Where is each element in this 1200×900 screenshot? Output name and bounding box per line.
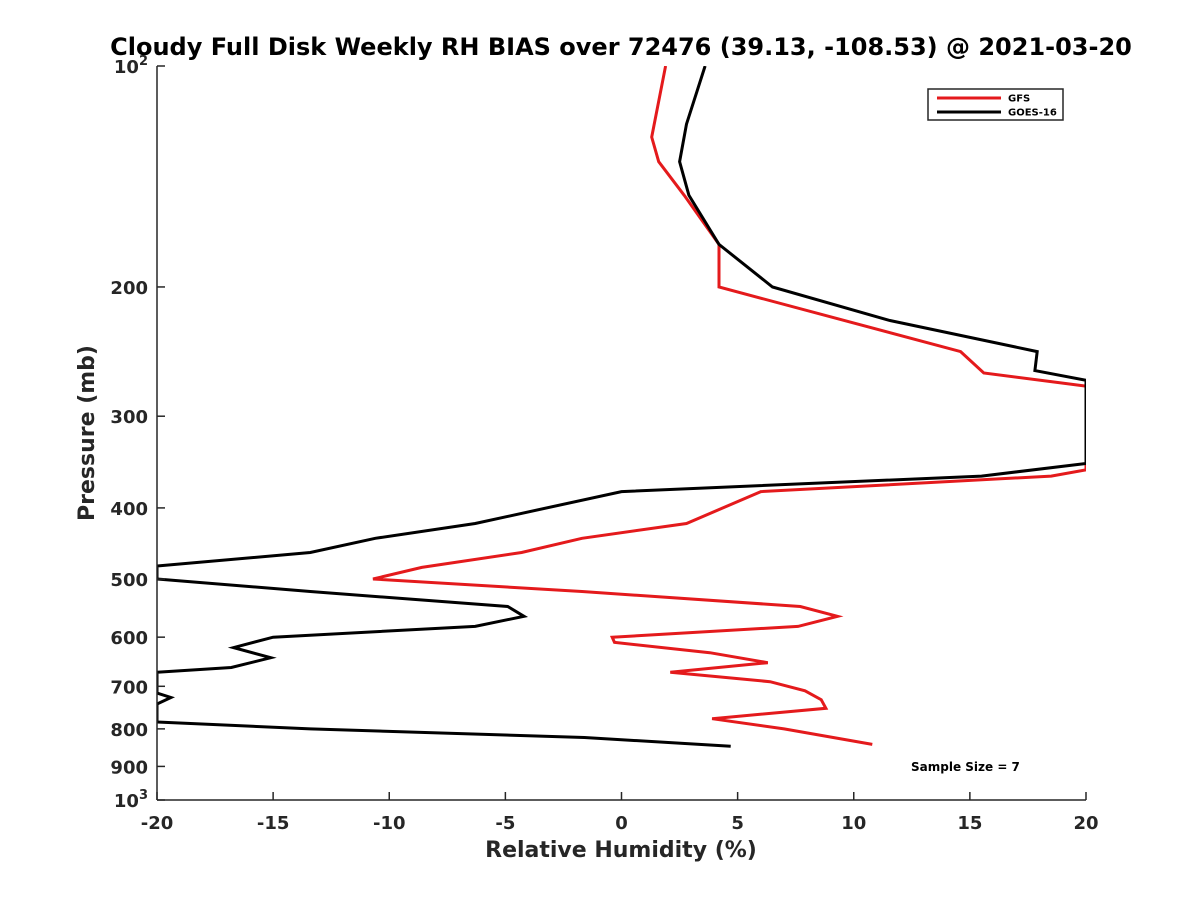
y-tick-label: 400 (110, 499, 148, 520)
y-tick-label: 300 (110, 407, 148, 428)
y-tick-label: 600 (110, 628, 148, 649)
x-tick-label: -5 (495, 813, 515, 834)
x-tick-label: 5 (731, 813, 744, 834)
legend: GFS GOES-16 (927, 88, 1064, 121)
y-tick-label: 900 (110, 757, 148, 778)
y-tick-label: 200 (110, 278, 148, 299)
series-line-goes-16 (157, 66, 1086, 748)
y-tick-label: 103 (114, 788, 148, 812)
chart-title: Cloudy Full Disk Weekly RH BIAS over 724… (110, 33, 1132, 61)
y-tick-label: 500 (110, 570, 148, 591)
y-axis-label: Pressure (mb) (75, 345, 100, 521)
x-tick-label: 20 (1073, 813, 1098, 834)
x-tick-label: -10 (373, 813, 406, 834)
sample-size-annotation: Sample Size = 7 (911, 760, 1020, 774)
x-axis-label: Relative Humidity (%) (485, 838, 757, 863)
y-tick-label: 800 (110, 720, 148, 741)
x-tick-label: 10 (841, 813, 866, 834)
legend-box (927, 88, 1064, 121)
x-tick-label: -15 (257, 813, 290, 834)
legend-label: GOES-16 (1008, 108, 1057, 119)
y-tick-label: 102 (114, 54, 148, 78)
y-tick-label: 700 (110, 677, 148, 698)
x-tick-label: 15 (957, 813, 982, 834)
x-tick-label: -20 (141, 813, 174, 834)
legend-label: GFS (1008, 94, 1030, 105)
plot-area: -20 -15 -10 -5 0 5 10 15 20 102 200 300 400 500 600 700… (75, 33, 1132, 863)
series-line-gfs (372, 66, 1086, 746)
x-tick-label: 0 (615, 813, 628, 834)
